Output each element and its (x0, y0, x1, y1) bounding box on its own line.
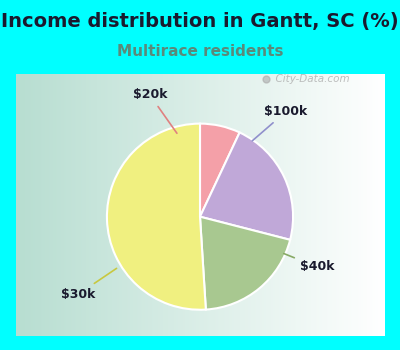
Text: Multirace residents: Multirace residents (117, 44, 283, 59)
Text: $20k: $20k (133, 89, 177, 133)
Wedge shape (200, 132, 293, 240)
Wedge shape (107, 124, 206, 310)
Text: $30k: $30k (61, 268, 116, 301)
Wedge shape (200, 217, 290, 309)
Text: City-Data.com: City-Data.com (269, 75, 350, 84)
Wedge shape (200, 124, 240, 217)
Text: $100k: $100k (252, 105, 308, 141)
Text: $40k: $40k (284, 253, 334, 273)
Text: Income distribution in Gantt, SC (%): Income distribution in Gantt, SC (%) (1, 12, 399, 31)
